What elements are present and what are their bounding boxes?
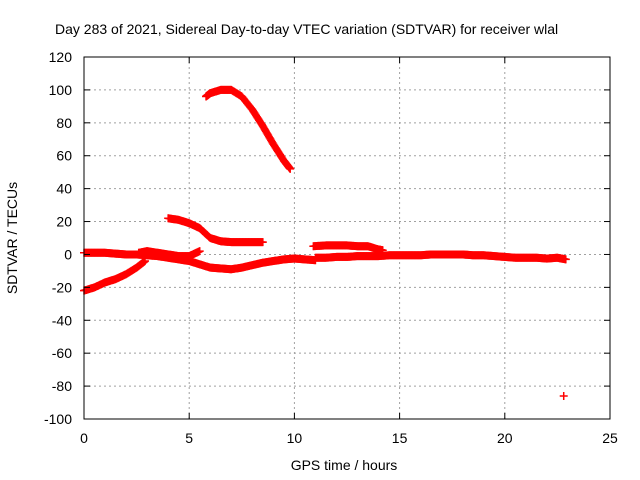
y-tick-label: 60 <box>56 148 72 164</box>
data-point-marker <box>141 257 150 266</box>
x-tick-label: 5 <box>185 430 193 446</box>
data-point-marker <box>258 238 267 247</box>
y-tick-label: 40 <box>56 181 72 197</box>
data-point-marker <box>195 247 204 256</box>
y-tick-label: 120 <box>49 49 73 65</box>
y-tick-label: -80 <box>52 378 72 394</box>
data-point-marker <box>286 164 295 173</box>
data-points <box>80 85 570 400</box>
data-point-marker <box>561 255 570 264</box>
y-axis-label: SDTVAR / TECUs <box>4 182 20 294</box>
y-tick-label: -100 <box>44 411 72 427</box>
y-tick-label: 20 <box>56 214 72 230</box>
grid <box>84 57 610 419</box>
y-tick-label: 100 <box>49 82 73 98</box>
y-tick-label: -40 <box>52 312 72 328</box>
ticks: 0 5 10 15 20 25 -100 -80 -60 -40 -20 0 20 40 60 80 100 12… <box>44 49 618 446</box>
x-tick-label: 0 <box>80 430 88 446</box>
y-tick-label: -20 <box>52 279 72 295</box>
x-tick-label: 10 <box>287 430 303 446</box>
plot-border <box>83 56 611 420</box>
x-tick-label: 25 <box>602 430 618 446</box>
x-tick-label: 20 <box>497 430 513 446</box>
x-axis-label: GPS time / hours <box>291 457 398 473</box>
y-tick-label: -60 <box>52 345 72 361</box>
data-point-marker <box>559 391 568 400</box>
y-tick-label: 80 <box>56 115 72 131</box>
x-tick-label: 15 <box>392 430 408 446</box>
y-tick-label: 0 <box>64 246 72 262</box>
chart-title: Day 283 of 2021, Sidereal Day-to-day VTE… <box>55 21 558 37</box>
